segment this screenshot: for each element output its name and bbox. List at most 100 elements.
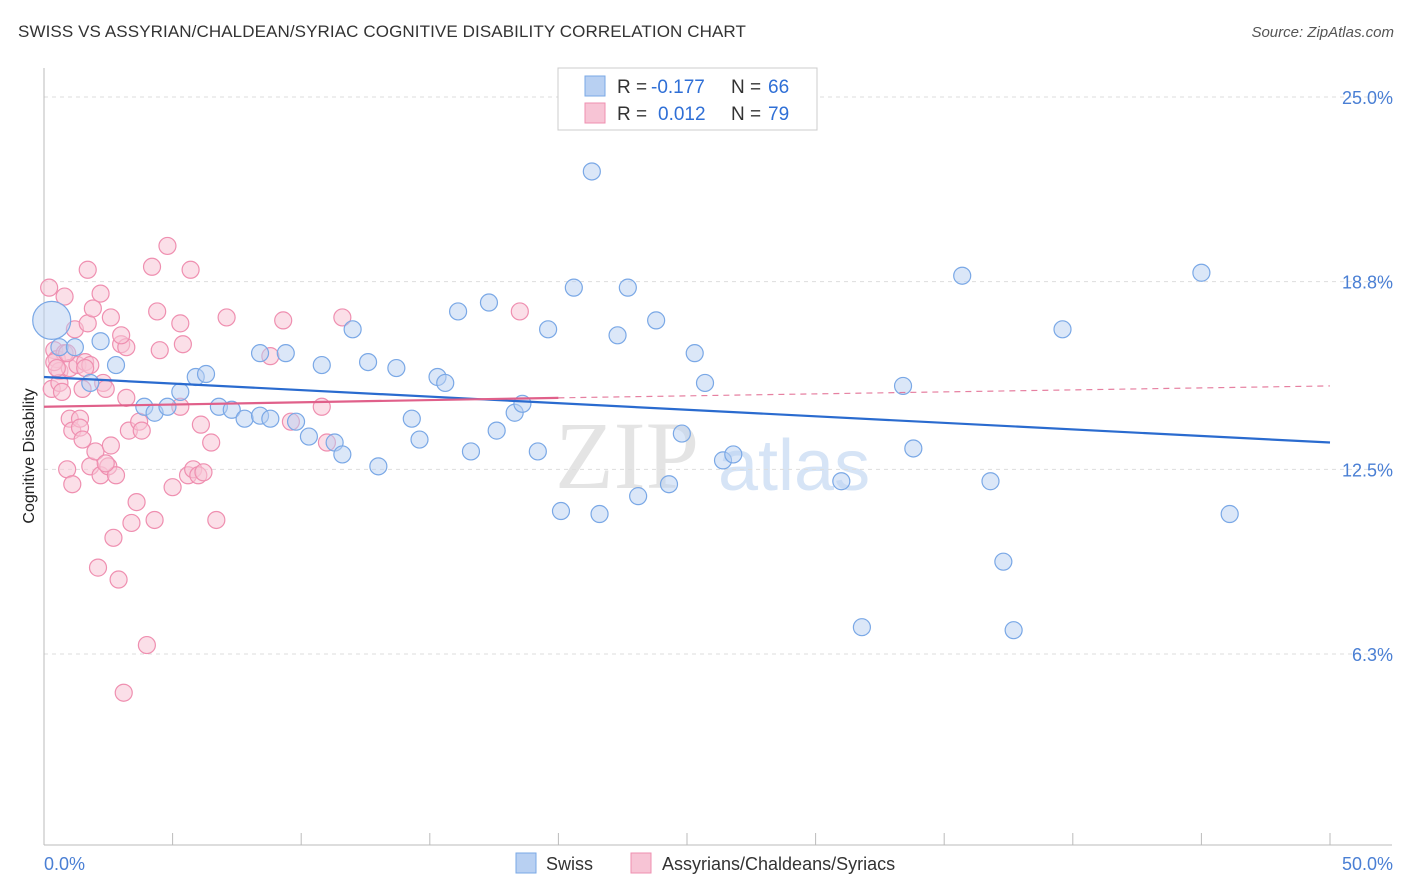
swiss-point-31 — [448, 302, 468, 321]
swiss-point-2 — [65, 338, 84, 357]
swiss-point-24 — [358, 352, 378, 372]
swiss-point-14 — [235, 409, 254, 428]
assyrian-point-31 — [96, 379, 115, 399]
assyrian-point-39 — [114, 683, 133, 702]
assyrian-point-37 — [109, 570, 128, 589]
swiss-point-0 — [32, 300, 72, 340]
swiss-point-23 — [343, 320, 362, 339]
y-axis-title: Cognitive Disability — [21, 388, 38, 523]
swiss-point-18 — [286, 412, 306, 431]
assyrian-point-35 — [104, 528, 123, 547]
assyrian-point-25 — [83, 299, 102, 318]
assyrian-point-78 — [47, 358, 66, 378]
assyrian-point-61 — [191, 415, 210, 434]
assyrian-point-50 — [148, 302, 167, 321]
swiss-point-59 — [994, 552, 1013, 571]
assyrian-point-56 — [173, 335, 192, 354]
assyrian-point-34 — [101, 308, 120, 327]
swiss-point-28 — [410, 430, 429, 449]
swiss-point-53 — [832, 472, 851, 491]
swiss-point-49 — [685, 344, 704, 363]
swiss-point-46 — [647, 311, 666, 330]
swiss-point-32 — [461, 442, 481, 461]
swiss-point-37 — [528, 442, 547, 461]
y-tick-labels: 25.0% 18.8% 12.5% 6.3% — [1342, 88, 1393, 665]
assyrian-point-51 — [150, 341, 169, 360]
swiss-point-5 — [106, 355, 126, 375]
swiss-point-58 — [981, 472, 1000, 491]
chart-title: SWISS VS ASSYRIAN/CHALDEAN/SYRIAC COGNIT… — [18, 22, 746, 41]
swiss-point-3 — [81, 373, 100, 393]
swiss-point-34 — [487, 421, 506, 440]
correlation-legend: R = -0.177 N = 66 R = 0.012 N = 79 — [557, 67, 818, 131]
swiss-point-52 — [724, 445, 743, 464]
assyrian-point-8 — [55, 287, 74, 306]
assyrian-point-40 — [117, 388, 136, 407]
legend-n-label-assyrian: N = — [731, 104, 761, 125]
swiss-point-38 — [539, 320, 558, 339]
series-assyrian-points — [40, 236, 529, 702]
swiss-point-60 — [1004, 621, 1023, 640]
assyrian-point-55 — [171, 314, 190, 333]
swiss-point-54 — [852, 618, 871, 637]
legend-n-value-swiss: 66 — [768, 77, 789, 98]
assyrian-point-53 — [163, 478, 182, 497]
assyrian-point-66 — [274, 311, 293, 330]
swiss-point-63 — [1220, 504, 1239, 524]
y-tick-label-2: 12.5% — [1342, 460, 1393, 480]
legend-r-label-swiss: R = — [617, 77, 647, 98]
legend-r-value-assyrian: 0.012 — [658, 104, 706, 125]
gridlines — [44, 96, 1392, 655]
bottom-legend-label-swiss: Swiss — [546, 854, 593, 874]
assyrian-point-47 — [137, 635, 156, 655]
assyrian-point-49 — [145, 510, 164, 530]
swiss-trend-line — [43, 375, 1331, 444]
legend-n-label-swiss: N = — [731, 77, 761, 98]
swiss-point-26 — [387, 358, 406, 378]
assyrian-point-26 — [86, 442, 105, 461]
swiss-point-20 — [312, 355, 331, 375]
assyrian-point-76 — [112, 326, 131, 345]
swiss-point-8 — [158, 397, 177, 416]
y-tick-label-3: 6.3% — [1352, 645, 1393, 665]
swiss-point-61 — [1053, 320, 1072, 339]
assyrian-point-77 — [194, 463, 213, 482]
swiss-point-39 — [551, 501, 571, 521]
swiss-point-57 — [953, 266, 972, 285]
swiss-point-27 — [402, 409, 421, 428]
x-tick-label-max: 50.0% — [1342, 854, 1393, 874]
swiss-point-50 — [695, 373, 715, 393]
swiss-point-47 — [659, 475, 679, 494]
swiss-point-43 — [608, 326, 627, 345]
swiss-point-62 — [1192, 263, 1211, 282]
bottom-legend-swatch-assyrian — [630, 852, 652, 874]
swiss-point-55 — [893, 376, 913, 396]
bottom-legend-swatch-swiss — [515, 852, 537, 874]
assyrian-point-46 — [132, 421, 151, 440]
assyrian-point-71 — [510, 302, 529, 321]
swiss-point-16 — [261, 409, 280, 428]
assyrian-point-33 — [101, 436, 120, 455]
assyrian-trend-line — [43, 396, 559, 408]
y-tick-label-1: 18.8% — [1342, 273, 1393, 293]
assyrian-point-0 — [40, 278, 59, 297]
legend-swatch-assyrian — [584, 102, 606, 124]
assyrian-point-36 — [106, 466, 126, 485]
swiss-point-25 — [369, 457, 388, 476]
watermark: ZIP atlas — [555, 402, 870, 509]
assyrian-point-52 — [158, 236, 177, 256]
watermark-atlas: atlas — [718, 426, 870, 506]
legend-r-label-assyrian: R = — [617, 104, 647, 125]
swiss-point-44 — [618, 278, 637, 297]
y-tick-label-0: 25.0% — [1342, 88, 1393, 108]
axes — [43, 68, 1392, 846]
swiss-point-40 — [564, 278, 583, 297]
series-swiss-points — [32, 105, 1239, 640]
bottom-legend-label-assyrian: Assyrians/Chaldeans/Syriacs — [662, 854, 895, 874]
swiss-point-19 — [299, 427, 319, 446]
watermark-zip: ZIP — [555, 402, 699, 509]
legend-swatch-swiss — [584, 75, 606, 97]
trend-lines — [43, 375, 1331, 444]
assyrian-point-48 — [142, 257, 162, 276]
